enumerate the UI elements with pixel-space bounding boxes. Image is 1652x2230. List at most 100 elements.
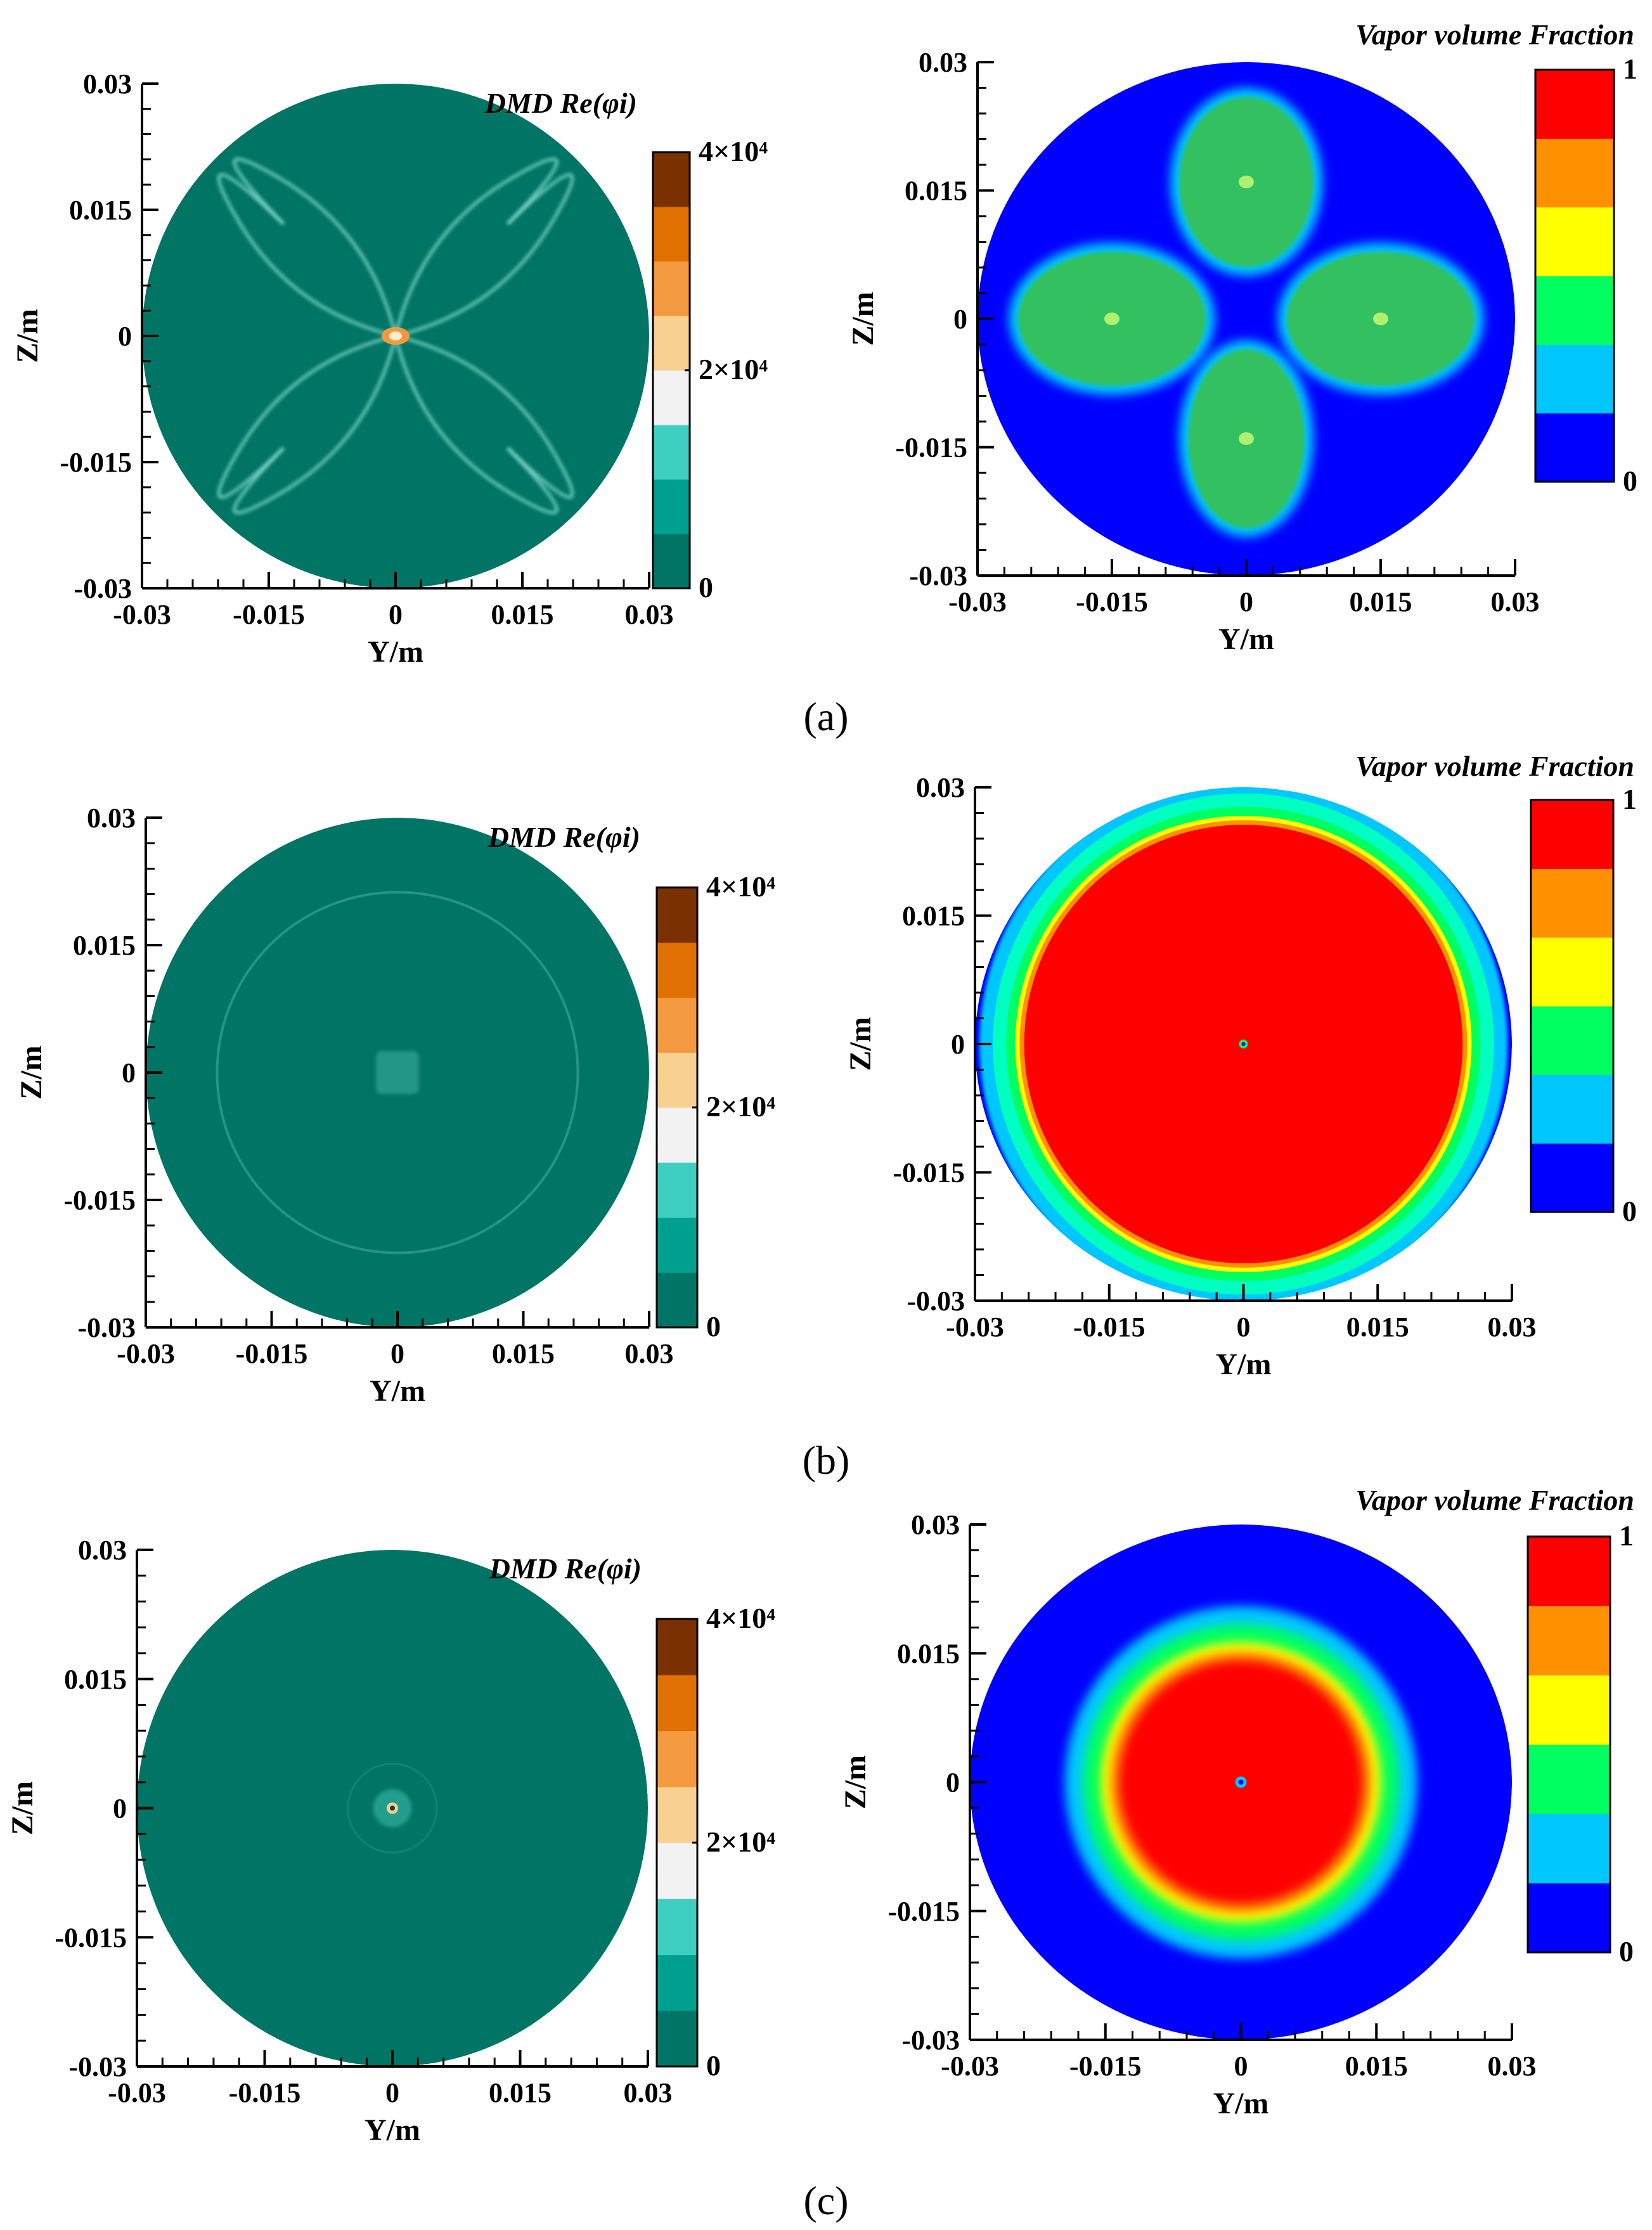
b-vapor-colorbar-swatch <box>1531 846 1613 858</box>
c-vapor-colorbar-swatch <box>1528 1802 1610 1814</box>
b-vapor-colorbar-swatch <box>1531 994 1613 1007</box>
c-vapor-colorbar-swatch <box>1528 1825 1610 1838</box>
c-dmd-colorbar-swatch <box>657 2057 697 2067</box>
a-vapor-colorbar-swatch <box>1535 470 1614 482</box>
a-vapor-colorbar-swatch <box>1535 458 1614 471</box>
b-dmd-colorbar-swatch <box>657 915 697 925</box>
c-dmd-x-tick-label: -0.03 <box>108 2077 166 2108</box>
b-vapor-colorbar-swatch <box>1531 880 1613 893</box>
a-dmd-x-tick-label: 0.015 <box>491 599 554 630</box>
c-vapor-colorbar-label: 1 <box>1619 1519 1634 1552</box>
a-vapor-colorbar-swatch <box>1535 424 1614 437</box>
b-dmd-colorbar-swatch <box>657 1244 697 1254</box>
c-dmd-y-tick-label: -0.015 <box>55 1922 127 1953</box>
c-vapor-colorbar-label: 0 <box>1619 1935 1634 1968</box>
b-dmd-x-tick-label: 0.03 <box>625 1338 674 1369</box>
a-dmd-colorbar-swatch <box>653 479 690 489</box>
b-vapor-colorbar-swatch <box>1531 1189 1613 1201</box>
b-vapor-colorbar-swatch <box>1531 800 1613 812</box>
a-dmd-colorbar-swatch <box>653 515 690 525</box>
a-dmd-colorbar-swatch <box>653 506 690 516</box>
a-vapor-field <box>978 62 1515 576</box>
b-dmd-colorbar-swatch <box>657 1208 697 1218</box>
b-dmd-colorbar-swatch <box>657 933 697 943</box>
c-vapor-colorbar-swatch <box>1528 1571 1610 1583</box>
c-dmd-colorbar-swatch <box>657 1824 697 1834</box>
b-vapor-colorbar-swatch <box>1531 983 1613 995</box>
a-vapor-colorbar-swatch <box>1535 401 1614 414</box>
b-dmd-colorbar-swatch <box>657 951 697 962</box>
b-vapor-colorbar-swatch <box>1531 1074 1613 1086</box>
a-dmd-colorbar-swatch <box>653 570 690 580</box>
c-dmd-colorbar-swatch <box>657 1954 697 1964</box>
a-dmd-colorbar-swatch <box>653 370 690 380</box>
b-vapor-center-dot <box>1241 1042 1246 1046</box>
a-dmd-peak-core <box>389 332 402 340</box>
c-vapor-colorbar-swatch <box>1528 1906 1610 1918</box>
b-dmd-colorbar-swatch <box>657 1034 697 1044</box>
a-vapor-colorbar-swatch <box>1535 356 1614 368</box>
a-dmd-colorbar-swatch <box>653 288 690 298</box>
a-dmd-colorbar-swatch <box>653 316 690 325</box>
b-dmd-x-tick-label: 0.015 <box>492 1338 555 1369</box>
a-dmd-colorbar-swatch <box>653 216 690 226</box>
c-vapor-colorbar-swatch <box>1528 1663 1610 1676</box>
b-dmd-y-tick-label: 0.03 <box>87 802 136 834</box>
c-dmd-colorbar-swatch <box>657 2001 697 2011</box>
b-vapor-colorbar-swatch <box>1531 1052 1613 1064</box>
c-vapor-colorbar-swatch <box>1528 1606 1610 1618</box>
a-dmd-colorbar-swatch <box>653 488 690 498</box>
b-vapor-colorbar-label: 1 <box>1622 783 1637 815</box>
b-dmd-colorbar-swatch <box>657 1272 697 1282</box>
a-dmd-colorbar-swatch <box>653 179 690 189</box>
b-dmd-colorbar-swatch <box>657 1309 697 1319</box>
c-vapor-colorbar-swatch <box>1528 1894 1610 1907</box>
b-dmd-x-axis-title: Y/m <box>370 1374 425 1408</box>
b-dmd-colorbar-swatch <box>657 1144 697 1154</box>
b-vapor-colorbar-swatch <box>1531 1006 1613 1018</box>
c-dmd-colorbar-swatch <box>657 1712 697 1722</box>
b-vapor-colorbar-label: 0 <box>1622 1195 1637 1227</box>
b-dmd-colorbar-swatch <box>657 1291 697 1301</box>
b-dmd-colorbar-swatch <box>657 1107 697 1118</box>
a-dmd-colorbar-swatch <box>653 425 690 434</box>
b-dmd-colorbar-label: 4×10⁴ <box>706 870 775 903</box>
a-vapor-section-disc <box>978 62 1515 576</box>
c-dmd-colorbar-swatch <box>657 1898 697 1909</box>
b-vapor-y-tick-label: -0.03 <box>907 1286 965 1317</box>
a-vapor-colorbar-label: 0 <box>1623 465 1637 497</box>
b-dmd-colorbar-swatch <box>657 1135 697 1145</box>
a-vapor-colorbar-swatch <box>1535 241 1614 254</box>
c-vapor-x-tick-label: 0.03 <box>1488 2051 1537 2082</box>
b-dmd-colorbar-swatch <box>657 1006 697 1017</box>
c-dmd-colorbar-swatch <box>657 1936 697 1946</box>
c-dmd-colorbar-swatch <box>657 1656 697 1666</box>
a-vapor-y-tick-label: 0 <box>953 304 967 335</box>
b-vapor-colorbar-swatch <box>1531 971 1613 984</box>
b-dmd-ring <box>216 891 579 1254</box>
a-vapor-x-tick-label: -0.03 <box>948 586 1007 617</box>
a-dmd-colorbar-swatch <box>653 388 690 398</box>
b-dmd-colorbar-swatch <box>657 1299 697 1310</box>
a-vapor-colorbar-swatch <box>1535 218 1614 231</box>
a-dmd-x-axis-title: Y/m <box>368 635 423 669</box>
b-dmd-colorbar-swatch <box>657 1162 697 1172</box>
c-vapor-colorbar-swatch <box>1528 1721 1610 1734</box>
c-vapor-colorbar-swatch <box>1528 1559 1610 1572</box>
c-dmd-colorbar-swatch <box>657 2010 697 2021</box>
a-vapor-y-tick-label: 0.015 <box>905 176 967 207</box>
b-vapor-colorbar-swatch <box>1531 937 1613 950</box>
caption-c: (c) <box>803 2178 848 2223</box>
a-dmd-colorbar-swatch <box>653 561 690 570</box>
c-dmd-x-tick-label: -0.015 <box>229 2077 301 2108</box>
b-vapor-colorbar-swatch <box>1531 868 1613 880</box>
b-vapor-colorbar-swatch <box>1531 811 1613 823</box>
caption-b: (b) <box>803 1438 850 1483</box>
a-vapor-colorbar-swatch <box>1535 138 1614 150</box>
c-dmd-colorbar-swatch <box>657 1740 697 1750</box>
a-dmd-colorbar-swatch <box>653 397 690 407</box>
c-vapor-colorbar-swatch <box>1528 1640 1610 1653</box>
b-dmd-colorbar-swatch <box>657 1235 697 1246</box>
b-vapor-colorbar-swatch <box>1531 1017 1613 1029</box>
a-vapor-x-tick-label: -0.015 <box>1076 586 1148 617</box>
